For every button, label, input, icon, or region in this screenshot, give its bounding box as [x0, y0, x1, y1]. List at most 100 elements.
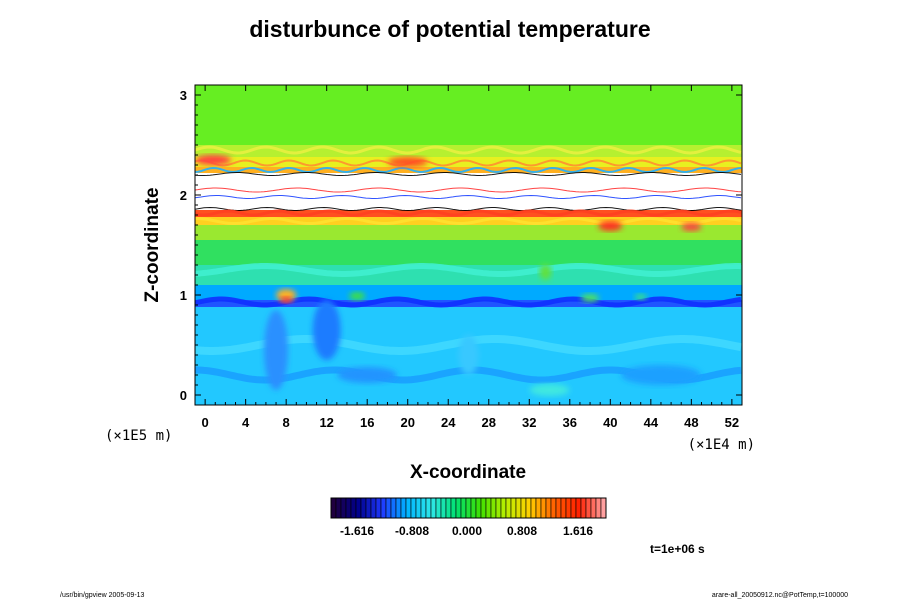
colorbar-cell: [335, 497, 342, 519]
colorbar-tick-label: 0.000: [452, 524, 482, 538]
field-blob: [264, 310, 289, 390]
field-blob: [195, 155, 232, 165]
x-tick-label: 36: [563, 415, 577, 430]
field-band: [195, 240, 742, 265]
colorbar-cell: [425, 497, 432, 519]
colorbar-cell: [330, 497, 337, 519]
colorbar-cell: [420, 497, 427, 519]
y-axis-title: Z-coordinate: [142, 187, 163, 302]
x-tick-label: 16: [360, 415, 374, 430]
colorbar-cell: [505, 497, 512, 519]
wave-structure: [195, 145, 742, 155]
field-blob: [312, 300, 341, 360]
wave-structure: [195, 216, 742, 226]
x-tick-label: 48: [684, 415, 698, 430]
colorbar-tick-label: -1.616: [340, 524, 374, 538]
colorbar-tick-label: -0.808: [395, 524, 429, 538]
wave-structure: [195, 172, 742, 176]
colorbar-cell: [595, 497, 602, 519]
x-axis-title: X-coordinate: [410, 462, 526, 483]
colorbar-cell: [340, 497, 347, 519]
colorbar-cell: [350, 497, 357, 519]
colorbar-cell: [560, 497, 567, 519]
field-band: [195, 300, 742, 307]
x-tick-label: 24: [441, 415, 456, 430]
x-tick-label: 32: [522, 415, 536, 430]
colorbar-cell: [365, 497, 372, 519]
colorbar-cell: [360, 497, 367, 519]
colorbar-cell: [430, 497, 437, 519]
colorbar-cell: [400, 497, 407, 519]
colorbar-cell: [490, 497, 497, 519]
colorbar-cell: [555, 497, 562, 519]
field-blob: [634, 294, 647, 300]
colorbar-cell: [415, 497, 422, 519]
wave-structure: [195, 166, 742, 174]
wave-structure: [195, 159, 742, 167]
field-blob: [598, 221, 623, 231]
colorbar-cell: [435, 497, 442, 519]
y-tick-label: 1: [180, 288, 187, 303]
colorbar-cell: [495, 497, 502, 519]
colorbar-cell: [535, 497, 542, 519]
colorbar-cell: [380, 497, 387, 519]
colorbar-cell: [455, 497, 462, 519]
colorbar-cell: [405, 497, 412, 519]
y-tick-label: 0: [180, 388, 187, 403]
footer-left: /usr/bin/gpview 2005-09-13: [60, 592, 145, 599]
colorbar-cell: [440, 497, 447, 519]
colorbar-cell: [475, 497, 482, 519]
colorbar-cell: [485, 497, 492, 519]
colorbar-cell: [445, 497, 452, 519]
field-blob: [276, 289, 297, 301]
colorbar-cell: [410, 497, 417, 519]
field-blob: [458, 335, 479, 375]
colorbar-cell: [550, 497, 557, 519]
colorbar-cell: [460, 497, 467, 519]
time-label: t=1e+06 s: [650, 542, 705, 556]
colorbar-cell: [600, 497, 607, 519]
x-tick-label: 8: [283, 415, 290, 430]
colorbar-frame: [330, 497, 607, 519]
x-axis-ticks: 0 4 8 12 16 20 24 28 32 36 40 44 48 52: [202, 85, 739, 430]
x-tick-label: 4: [242, 415, 250, 430]
colorbar-cell: [450, 497, 457, 519]
colorbar: [330, 497, 607, 519]
colorbar-cell: [530, 497, 537, 519]
colorbar-cell: [590, 497, 597, 519]
colorbar-cell: [570, 497, 577, 519]
colorbar-tick-label: 1.616: [563, 524, 593, 538]
colorbar-cell: [510, 497, 517, 519]
chart-title: disturbunce of potential temperature: [249, 16, 651, 42]
x-tick-label: 52: [725, 415, 739, 430]
colorbar-cell: [580, 497, 587, 519]
y-axis-ticks: 0 1 2 3: [180, 88, 742, 403]
x-tick-label: 20: [400, 415, 414, 430]
wave-structure: [195, 194, 742, 199]
x-tick-label: 40: [603, 415, 617, 430]
colorbar-cell: [375, 497, 382, 519]
y-tick-label: 3: [180, 88, 187, 103]
field-detail-features: [195, 145, 742, 396]
x-tick-label: 28: [482, 415, 496, 430]
colorbar-cell: [575, 497, 582, 519]
colorbar-cell: [480, 497, 487, 519]
field-band: [195, 217, 742, 225]
wave-structure: [195, 206, 742, 212]
colorbar-cell: [390, 497, 397, 519]
colorbar-cell: [545, 497, 552, 519]
colorbar-cell: [395, 497, 402, 519]
colorbar-cell: [525, 497, 532, 519]
wave-structure: [195, 209, 742, 217]
field-band: [195, 85, 742, 145]
field-blob: [387, 157, 428, 167]
colorbar-cell: [540, 497, 547, 519]
colorbar-cell: [515, 497, 522, 519]
field-band: [195, 173, 742, 210]
colorbar-cell: [500, 497, 507, 519]
colorbar-cell: [585, 497, 592, 519]
colorbar-cell: [370, 497, 377, 519]
field-blob: [349, 292, 366, 300]
wave-structure: [195, 187, 742, 193]
